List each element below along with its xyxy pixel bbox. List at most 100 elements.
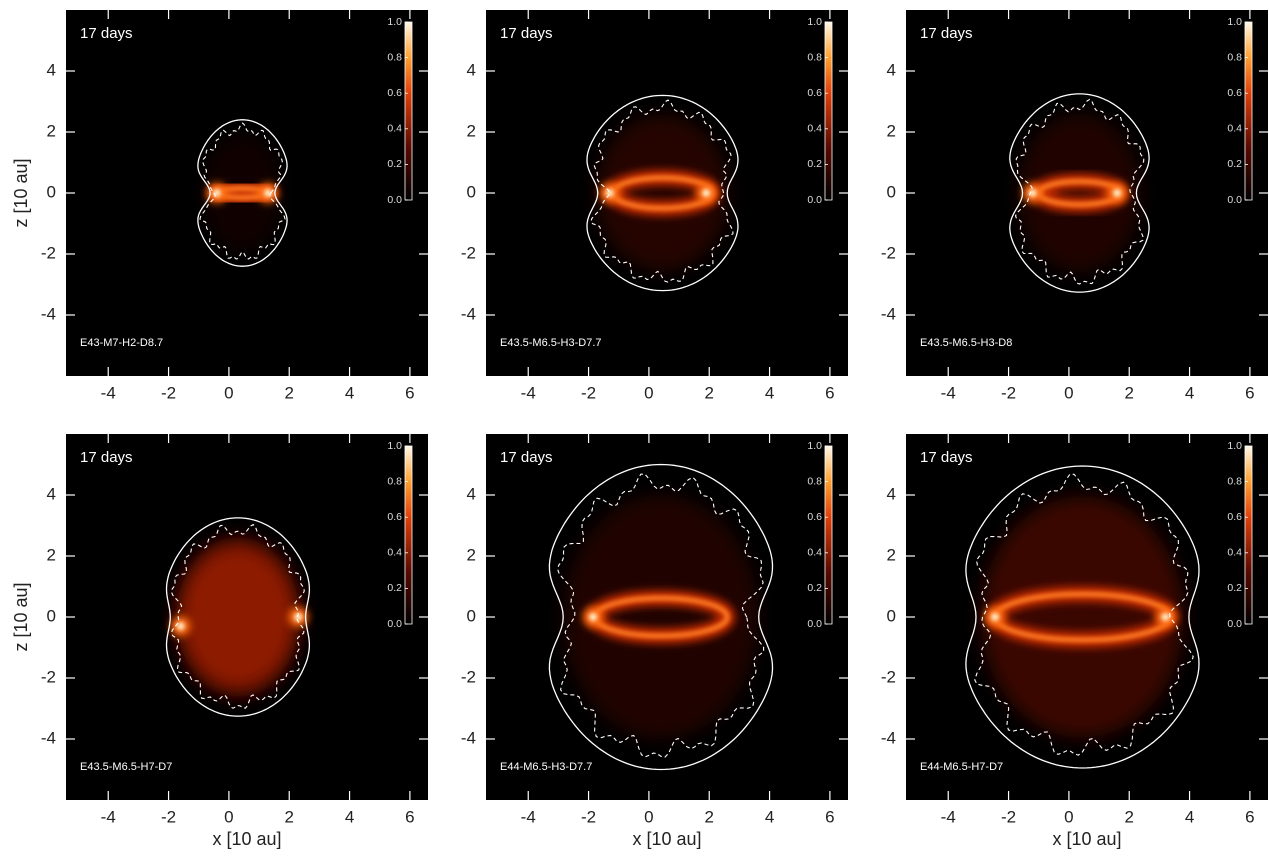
outer-contour: [548, 463, 774, 771]
colorbar-tick-label: 0.8: [1227, 475, 1242, 487]
colorbar-tick-label: 0.2: [387, 158, 402, 170]
x-tick-label: 0: [224, 807, 233, 826]
hot-spot-core: [1028, 189, 1037, 197]
outer-contour: [965, 465, 1200, 769]
hot-spot-core: [294, 613, 303, 621]
panel: -4 -2 0 2 4 6 -4 -2 0 2 4 17 days E43.5-M6.5-H7-D7 x …: [11, 434, 428, 849]
x-tick-label: -2: [581, 807, 596, 826]
y-tick-label: -2: [41, 667, 56, 686]
x-tick-label: 4: [345, 383, 354, 402]
outer-contour: [586, 94, 739, 292]
panel: -4 -2 0 2 4 6 -4 -2 0 2 4 17 days E43.5-M6.5-H3-D8 0.…: [881, 10, 1268, 402]
x-tick-label: 4: [345, 807, 354, 826]
x-tick-label: 4: [765, 383, 774, 402]
heatmap: [1009, 93, 1150, 293]
panel: -4 -2 0 2 4 6 -4 -2 0 2 4 17 days E43.5-M6.5-H3-D7.7…: [461, 10, 848, 402]
heatmap: [965, 465, 1200, 769]
model-label: E43.5-M6.5-H3-D8: [920, 337, 1012, 349]
y-tick-label: 4: [467, 60, 476, 79]
colorbar-tick-label: 0.6: [1227, 511, 1242, 523]
y-tick-label: 4: [887, 60, 896, 79]
y-tick-label: 2: [887, 545, 896, 564]
x-tick-label: 2: [704, 807, 713, 826]
y-tick-label: 0: [887, 606, 896, 625]
colorbar-tick-label: 0.0: [1227, 194, 1242, 206]
x-tick-label: -2: [1001, 383, 1016, 402]
x-tick-label: 0: [1064, 807, 1073, 826]
inner-contour: [170, 523, 305, 709]
x-axis-label: x [10 au]: [212, 829, 281, 849]
x-tick-label: 6: [405, 807, 414, 826]
colorbar-tick-label: 1.0: [1227, 16, 1242, 28]
time-label: 17 days: [920, 25, 973, 42]
time-label: 17 days: [500, 449, 553, 466]
colorbar: [824, 21, 833, 201]
x-tick-label: 4: [1185, 807, 1194, 826]
model-label: E43.5-M6.5-H7-D7: [80, 761, 172, 773]
y-tick-label: 4: [467, 484, 476, 503]
colorbar-tick-label: 0.0: [387, 194, 402, 206]
colorbar-tick-label: 0.8: [807, 475, 822, 487]
x-tick-label: -4: [521, 383, 536, 402]
inner-contour: [974, 473, 1194, 756]
y-tick-label: 0: [467, 606, 476, 625]
panel: -4 -2 0 2 4 6 -4 -2 0 2 4 17 days E44-M6.5-H7-D7 x [1…: [881, 434, 1268, 849]
hot-spot-core: [1161, 613, 1170, 621]
y-tick-label: -4: [461, 304, 476, 323]
colorbar-tick-label: 0.2: [807, 582, 822, 594]
colorbar-tick-label: 0.0: [387, 618, 402, 630]
colorbar: [404, 21, 413, 201]
colorbar-tick-label: 0.2: [1227, 582, 1242, 594]
y-tick-label: 0: [467, 182, 476, 201]
y-tick-label: -4: [41, 728, 56, 747]
y-tick-label: 2: [887, 121, 896, 140]
y-tick-label: 2: [467, 545, 476, 564]
model-label: E43-M7-H2-D8.7: [80, 337, 163, 349]
y-axis-label: z [10 au]: [11, 158, 31, 227]
hot-spot-core: [1113, 189, 1122, 197]
colorbar-tick-label: 0.4: [807, 547, 822, 559]
x-tick-label: 6: [1245, 383, 1254, 402]
x-tick-label: 6: [405, 383, 414, 402]
x-tick-label: 0: [644, 807, 653, 826]
y-tick-label: 4: [887, 484, 896, 503]
hot-spot-core: [176, 622, 185, 631]
inner-contour: [556, 473, 765, 758]
x-tick-label: 2: [704, 383, 713, 402]
colorbar-tick-label: 0.0: [807, 618, 822, 630]
hot-spot-core: [605, 189, 614, 197]
x-tick-label: -4: [101, 383, 116, 402]
outer-contour: [1009, 93, 1150, 293]
time-label: 17 days: [80, 449, 133, 466]
colorbar: [824, 445, 833, 625]
hot-spot-core: [990, 613, 999, 621]
colorbar-tick-label: 0.0: [807, 194, 822, 206]
colorbar-tick-label: 0.6: [1227, 87, 1242, 99]
y-tick-label: -2: [461, 667, 476, 686]
hot-spot-core: [212, 189, 221, 197]
colorbar-tick-label: 0.4: [807, 123, 822, 135]
inner-contour: [199, 122, 286, 260]
x-tick-label: 6: [1245, 807, 1254, 826]
diffuse-emission: [563, 495, 759, 739]
colorbar: [1244, 445, 1253, 625]
inner-contour: [1014, 98, 1145, 285]
colorbar-tick-label: 0.6: [807, 511, 822, 523]
y-tick-label: -4: [41, 304, 56, 323]
y-tick-label: 2: [47, 121, 56, 140]
x-tick-label: 2: [1124, 807, 1133, 826]
outer-contour: [165, 517, 311, 717]
panel: -4 -2 0 2 4 6 -4 -2 0 2 4 17 days E43-M7-H2-D8.7 z [1…: [11, 10, 428, 402]
time-label: 17 days: [500, 25, 553, 42]
colorbar-tick-label: 1.0: [387, 16, 402, 28]
hot-spot-core: [589, 613, 598, 621]
model-label: E44-M6.5-H3-D7.7: [500, 761, 592, 773]
x-tick-label: 4: [1185, 383, 1194, 402]
colorbar-tick-label: 0.2: [1227, 158, 1242, 170]
x-tick-label: 6: [825, 807, 834, 826]
colorbar-tick-label: 0.4: [1227, 547, 1242, 559]
y-tick-label: 4: [47, 60, 56, 79]
model-label: E44-M6.5-H7-D7: [920, 761, 1003, 773]
